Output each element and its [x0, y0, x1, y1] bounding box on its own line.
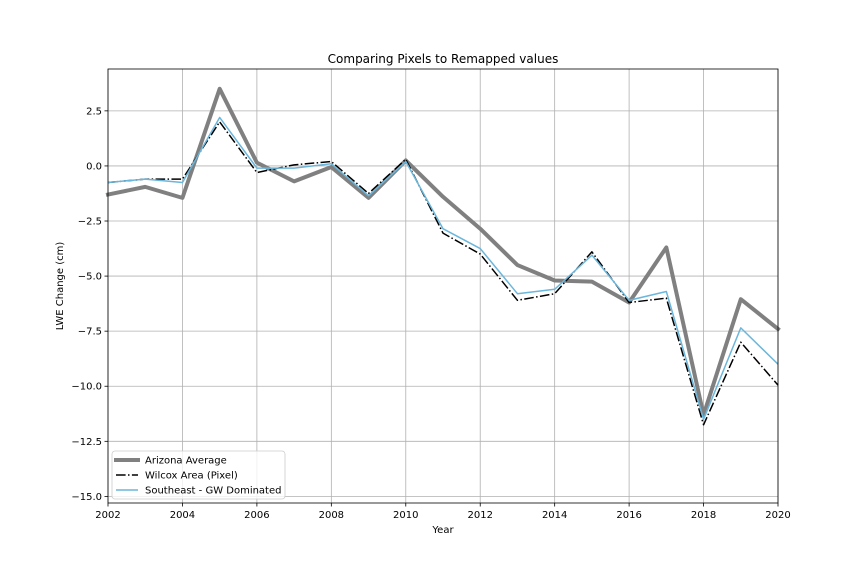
chart-title: Comparing Pixels to Remapped values — [328, 52, 559, 66]
y-tick-label: −5.0 — [78, 272, 102, 283]
series-line-1 — [105, 86, 781, 417]
y-axis: 2.5 0.0 −2.5 −5.0 −7.5 −10.0 −12.5 −15.0 — [71, 106, 108, 503]
series-layer — [105, 86, 781, 426]
y-tick-label: −12.5 — [71, 437, 102, 448]
series-line-3 — [107, 116, 779, 421]
legend: Arizona Average Wilcox Area (Pixel) Southe… — [111, 450, 286, 500]
legend-box — [111, 450, 286, 500]
x-axis: 2002 2004 2006 2008 2010 2012 2014 2016 2018 2020 — [95, 503, 791, 521]
legend-label-3: Southeast - GW Dominated — [145, 486, 281, 497]
y-tick-label: −2.5 — [78, 217, 102, 228]
x-tick-label: 2018 — [691, 510, 716, 521]
x-tick-label: 2002 — [95, 510, 120, 521]
y-tick-label: 2.5 — [86, 106, 102, 117]
legend-label-2: Wilcox Area (Pixel) — [145, 471, 238, 482]
x-tick-label: 2010 — [393, 510, 418, 521]
x-tick-label: 2014 — [542, 510, 567, 521]
y-tick-label: −15.0 — [71, 492, 102, 503]
series-line-2 — [107, 121, 779, 426]
plot-frame — [107, 68, 779, 504]
x-tick-label: 2004 — [170, 510, 195, 521]
y-tick-label: −10.0 — [71, 382, 102, 393]
plot-area — [108, 69, 778, 503]
y-axis-label: LWE Change (cm) — [55, 242, 66, 331]
x-tick-label: 2006 — [244, 510, 269, 521]
x-tick-label: 2012 — [467, 510, 492, 521]
x-tick-label: 2020 — [765, 510, 790, 521]
x-tick-label: 2008 — [319, 510, 344, 521]
y-tick-label: −7.5 — [78, 327, 102, 338]
y-tick-label: 0.0 — [86, 161, 102, 172]
x-axis-label: Year — [431, 525, 454, 536]
x-tick-label: 2016 — [616, 510, 641, 521]
legend-label-1: Arizona Average — [145, 456, 227, 467]
